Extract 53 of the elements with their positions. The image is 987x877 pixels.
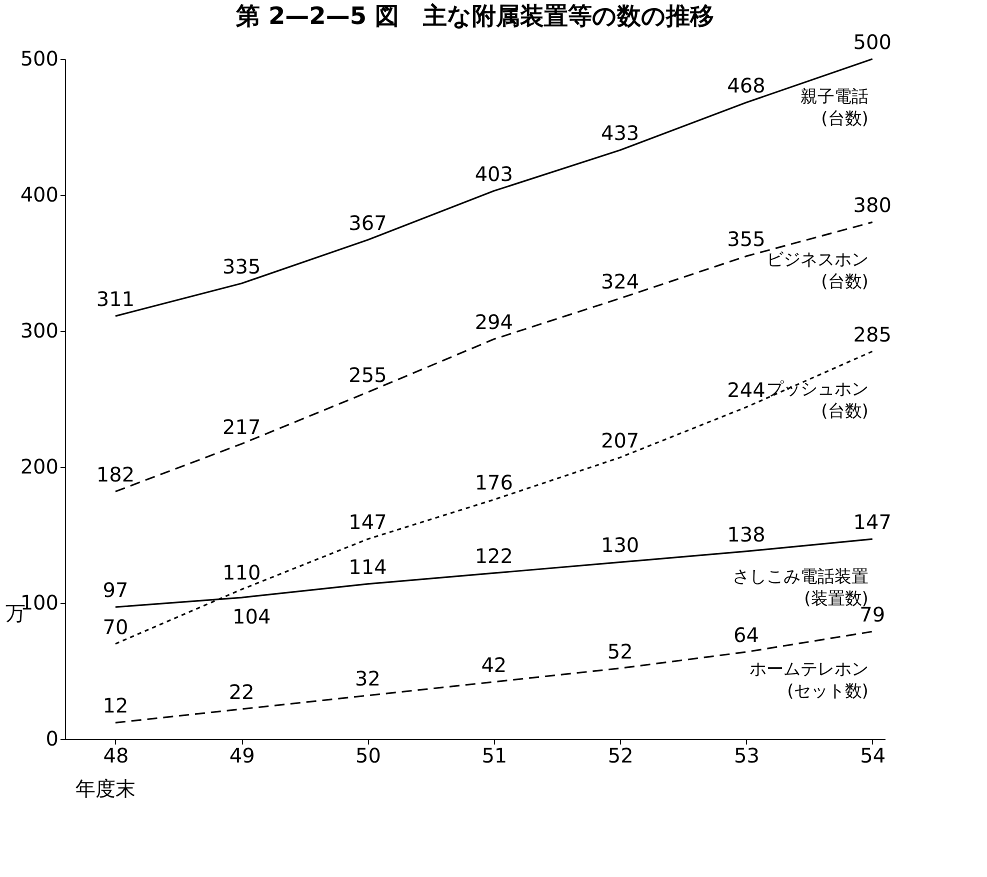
data-label: 285 — [853, 322, 892, 346]
x-tick-label: 51 — [482, 744, 508, 768]
data-label: 294 — [474, 310, 514, 334]
x-tick-label: 50 — [356, 744, 381, 768]
data-label: 64 — [734, 622, 759, 647]
data-label: 380 — [853, 193, 892, 218]
data-label: 42 — [481, 652, 507, 677]
series-label: ホームテレホン (セット数) — [749, 660, 868, 702]
data-label: 52 — [607, 639, 633, 664]
data-label: 32 — [355, 666, 380, 690]
x-tick-label: 48 — [103, 744, 129, 768]
data-label: 324 — [600, 269, 640, 294]
data-label: 110 — [222, 560, 261, 584]
series-label: プッシュホン (台数) — [766, 379, 868, 422]
data-label: 176 — [474, 470, 514, 495]
data-label: 468 — [727, 74, 766, 98]
data-label: 12 — [102, 694, 128, 718]
y-tick-label: 200 — [20, 454, 58, 478]
data-label: 355 — [727, 227, 766, 252]
series-label: ビジネスホン (台数) — [766, 250, 868, 292]
data-label: 130 — [600, 533, 640, 558]
x-tick-label: 49 — [229, 744, 255, 768]
data-label: 22 — [228, 680, 254, 704]
y-tick-label: 300 — [20, 318, 58, 342]
x-tick-label: 54 — [860, 744, 886, 768]
data-label: 255 — [348, 363, 387, 388]
series-label: 親子電話 (台数) — [800, 87, 868, 129]
data-label: 433 — [600, 121, 640, 146]
data-label: 500 — [853, 30, 892, 54]
x-axis-title: 年度末 — [76, 776, 136, 800]
data-label: 367 — [348, 210, 387, 235]
y-tick-label: 400 — [20, 182, 58, 206]
data-label: 122 — [474, 544, 514, 568]
data-label: 114 — [348, 554, 387, 579]
x-tick-label: 52 — [608, 744, 634, 768]
data-label: 182 — [96, 462, 135, 486]
x-tick-label: 53 — [734, 744, 760, 768]
y-tick-label: 0 — [46, 726, 58, 750]
data-label: 97 — [102, 578, 128, 602]
data-label: 70 — [102, 614, 128, 639]
y-tick-label: 500 — [20, 46, 58, 70]
data-label: 244 — [727, 378, 766, 402]
data-label: 335 — [222, 254, 261, 278]
data-label: 207 — [600, 428, 640, 452]
data-label: 138 — [727, 522, 766, 546]
data-label: 403 — [474, 162, 514, 186]
data-label: 147 — [853, 510, 892, 534]
data-label: 217 — [222, 414, 261, 439]
data-label: 311 — [96, 287, 135, 312]
data-label: 147 — [348, 510, 387, 534]
data-label: 104 — [232, 604, 271, 629]
y-axis-title: 万 — [6, 600, 26, 625]
chart-title: 第 2—2—5 図 主な附属装置等の数の推移 — [235, 2, 714, 30]
